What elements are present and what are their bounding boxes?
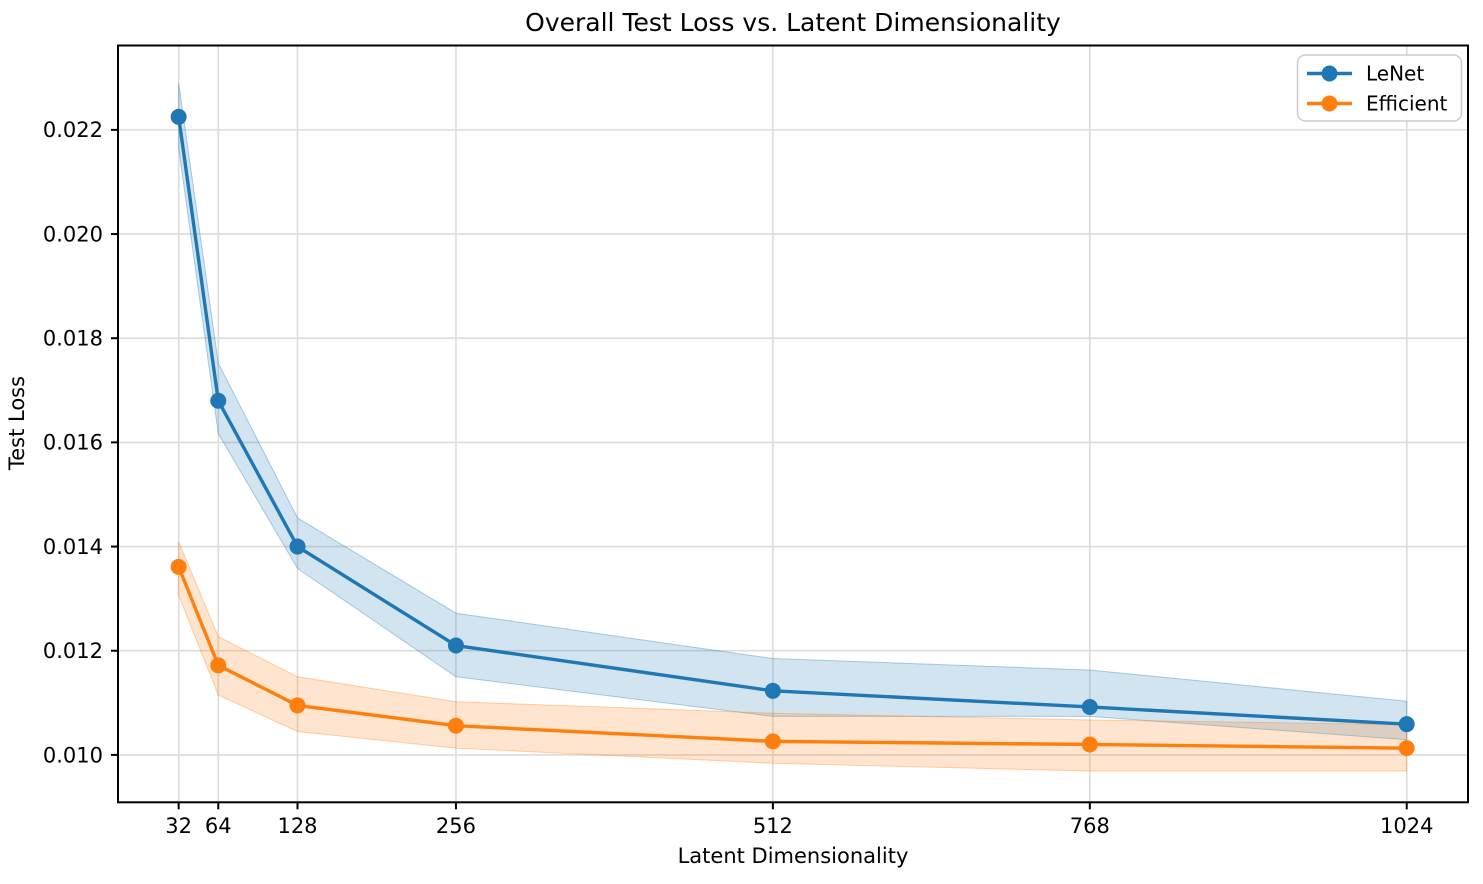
y-tick-label: 0.020	[43, 222, 103, 246]
x-tick-label: 64	[205, 814, 232, 838]
markers-efficient	[170, 558, 1415, 757]
x-axis-label: Latent Dimensionality	[678, 844, 909, 868]
x-tick-label: 32	[165, 814, 192, 838]
data-point-efficient-512	[764, 733, 781, 750]
legend-item-efficient: Efficient	[1307, 92, 1448, 116]
y-tick-label: 0.022	[43, 118, 103, 142]
legend-marker	[1321, 65, 1338, 82]
data-point-lenet-256	[447, 637, 464, 654]
x-tick-label: 256	[436, 814, 476, 838]
confidence-band-lenet	[178, 82, 1408, 741]
data-point-efficient-32	[170, 558, 187, 575]
y-tick-label: 0.016	[43, 431, 103, 455]
confidence-band-efficient	[178, 541, 1408, 772]
plot-border	[117, 44, 1469, 804]
data-point-efficient-768	[1081, 736, 1098, 753]
y-tick-label: 0.014	[43, 535, 103, 559]
chart-title: Overall Test Loss vs. Latent Dimensional…	[525, 8, 1061, 37]
y-tick-label: 0.018	[43, 327, 103, 351]
data-point-efficient-128	[289, 697, 306, 714]
data-point-lenet-1024	[1398, 716, 1415, 733]
x-tick-label: 768	[1070, 814, 1110, 838]
series-line-lenet	[176, 115, 1409, 726]
data-point-efficient-64	[210, 657, 227, 674]
x-axis: 32 64 128 256 512 768 1024	[165, 802, 1433, 838]
data-point-efficient-256	[447, 717, 464, 734]
legend-label: LeNet	[1366, 62, 1424, 86]
x-tick-label: 1024	[1380, 814, 1433, 838]
legend-marker	[1321, 95, 1338, 112]
legend: LeNet Efficient	[1296, 54, 1463, 122]
data-point-lenet-32	[170, 108, 187, 125]
y-tick-label: 0.012	[43, 639, 103, 663]
markers-lenet	[170, 108, 1415, 733]
legend-label: Efficient	[1366, 92, 1448, 116]
x-tick-label: 128	[277, 814, 317, 838]
y-tick-label: 0.010	[43, 743, 103, 767]
y-axis-label: Test Loss	[5, 376, 29, 471]
data-point-lenet-768	[1081, 698, 1098, 715]
data-point-lenet-128	[289, 538, 306, 555]
data-point-lenet-64	[210, 392, 227, 409]
x-tick-label: 512	[753, 814, 793, 838]
data-point-efficient-1024	[1398, 740, 1415, 757]
legend-item-lenet: LeNet	[1307, 62, 1424, 86]
data-point-lenet-512	[764, 682, 781, 699]
grid	[118, 45, 1468, 803]
y-axis: 0.010 0.012 0.014 0.016 0.018 0.020 0.022	[43, 118, 118, 767]
